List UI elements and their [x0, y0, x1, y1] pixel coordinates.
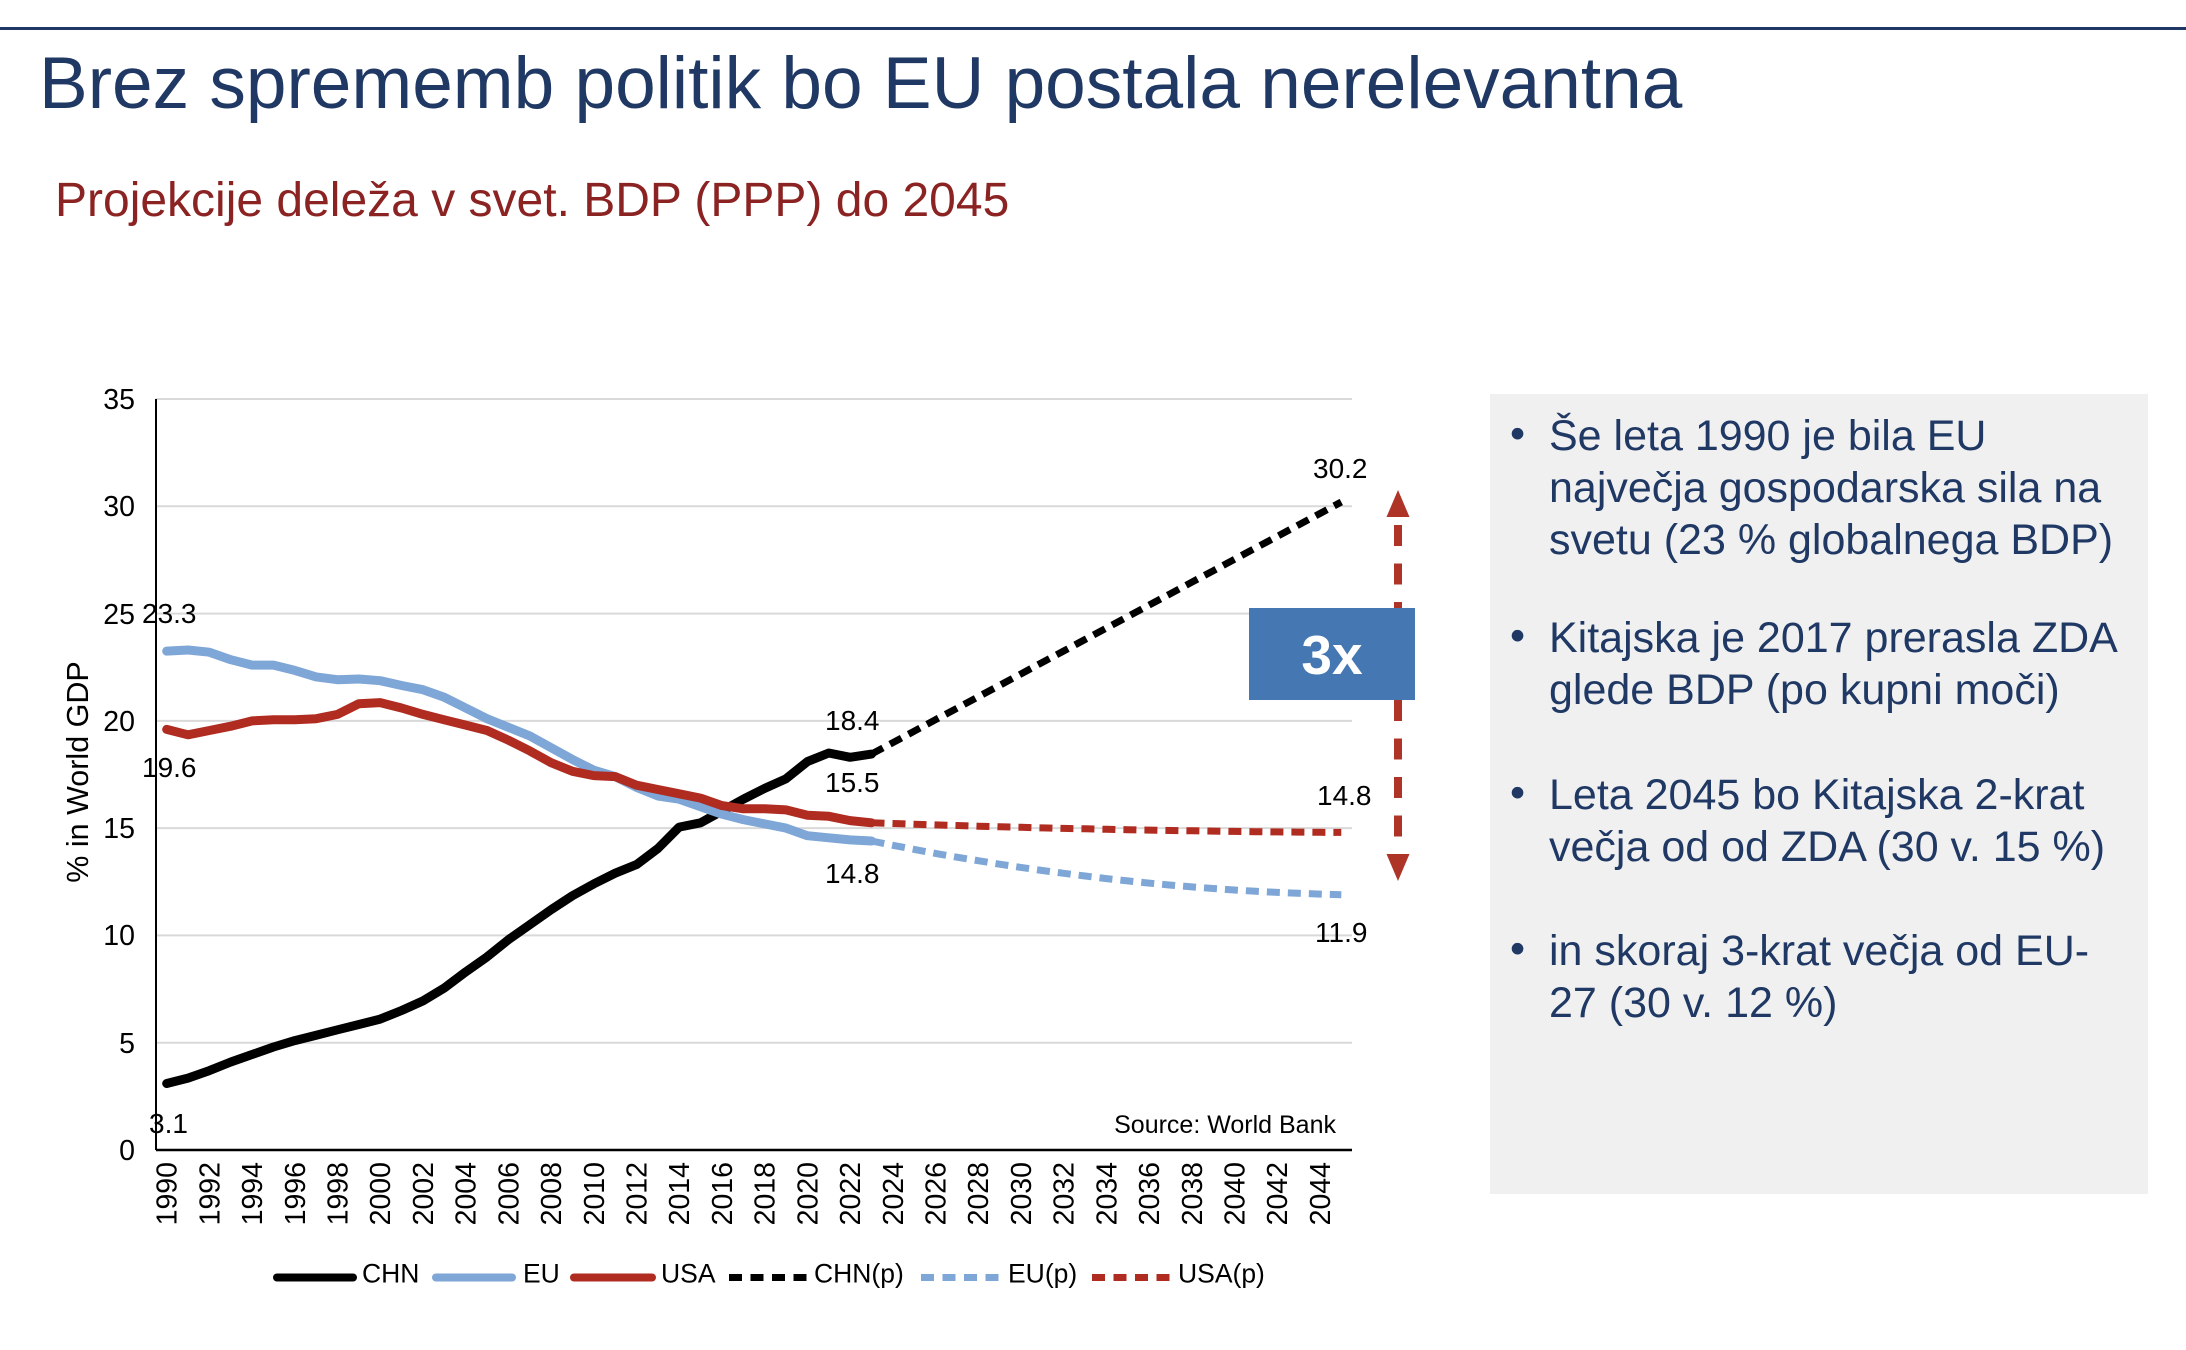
svg-text:2012: 2012: [622, 1162, 654, 1225]
svg-text:3.1: 3.1: [149, 1108, 188, 1139]
svg-text:2014: 2014: [664, 1162, 696, 1226]
svg-text:19.6: 19.6: [142, 752, 197, 783]
svg-text:20: 20: [103, 706, 135, 738]
svg-text:% in World GDP: % in World GDP: [61, 661, 95, 882]
svg-text:23.3: 23.3: [142, 598, 197, 629]
svg-text:2006: 2006: [493, 1162, 525, 1225]
svg-text:1996: 1996: [280, 1162, 312, 1225]
svg-text:1990: 1990: [152, 1162, 184, 1225]
svg-text:2038: 2038: [1177, 1162, 1209, 1225]
svg-text:Source: World Bank: Source: World Bank: [1114, 1111, 1336, 1139]
svg-text:2004: 2004: [451, 1162, 483, 1226]
svg-text:2044: 2044: [1305, 1162, 1337, 1226]
svg-text:EU: EU: [523, 1259, 560, 1289]
svg-text:USA: USA: [661, 1259, 716, 1289]
svg-text:15: 15: [103, 813, 135, 845]
svg-text:2018: 2018: [750, 1162, 782, 1225]
svg-text:USA(p): USA(p): [1178, 1259, 1265, 1289]
svg-text:2008: 2008: [536, 1162, 568, 1225]
svg-text:2042: 2042: [1262, 1162, 1294, 1225]
svg-text:2028: 2028: [963, 1162, 995, 1225]
svg-text:1994: 1994: [237, 1162, 269, 1226]
svg-text:CHN(p): CHN(p): [814, 1259, 904, 1289]
svg-text:0: 0: [119, 1135, 135, 1167]
svg-text:2026: 2026: [921, 1162, 953, 1225]
svg-text:2024: 2024: [878, 1162, 910, 1226]
svg-text:1992: 1992: [194, 1162, 226, 1225]
svg-text:2002: 2002: [408, 1162, 440, 1225]
svg-text:1998: 1998: [323, 1162, 355, 1225]
svg-text:2032: 2032: [1049, 1162, 1081, 1225]
svg-text:14.8: 14.8: [1317, 780, 1372, 811]
svg-text:35: 35: [103, 384, 135, 416]
svg-text:CHN: CHN: [362, 1259, 419, 1289]
svg-text:2010: 2010: [579, 1162, 611, 1225]
svg-text:2030: 2030: [1006, 1162, 1038, 1225]
svg-text:2020: 2020: [792, 1162, 824, 1225]
svg-text:30.2: 30.2: [1313, 453, 1368, 484]
svg-text:2034: 2034: [1091, 1162, 1123, 1226]
svg-text:2040: 2040: [1220, 1162, 1252, 1225]
svg-text:2022: 2022: [835, 1162, 867, 1225]
svg-text:EU(p): EU(p): [1008, 1259, 1077, 1289]
svg-text:18.4: 18.4: [825, 705, 880, 736]
svg-text:5: 5: [119, 1028, 135, 1060]
svg-text:15.5: 15.5: [825, 767, 880, 798]
svg-text:25: 25: [103, 599, 135, 631]
svg-text:2000: 2000: [365, 1162, 397, 1225]
svg-text:2016: 2016: [707, 1162, 739, 1225]
svg-text:30: 30: [103, 491, 135, 523]
svg-text:3x: 3x: [1301, 624, 1363, 686]
svg-text:10: 10: [103, 920, 135, 952]
svg-text:11.9: 11.9: [1315, 917, 1367, 948]
svg-text:2036: 2036: [1134, 1162, 1166, 1225]
svg-text:14.8: 14.8: [825, 858, 880, 889]
